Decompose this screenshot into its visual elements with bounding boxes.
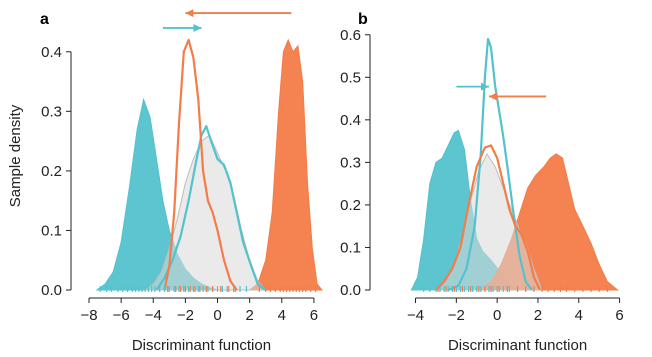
x-tick-label: −2 — [177, 307, 194, 324]
x-tick-label: 4 — [575, 307, 583, 324]
shift-arrowhead-orange — [488, 92, 497, 101]
density-filled-orange — [249, 38, 324, 291]
y-tick-label: 0.4 — [41, 44, 62, 61]
x-tick-label: 2 — [534, 307, 542, 324]
x-tick-label: 0 — [493, 307, 501, 324]
y-axis-label: Sample density — [7, 104, 24, 207]
x-tick-label: −4 — [407, 307, 424, 324]
x-axis-label: Discriminant function — [448, 337, 587, 354]
x-tick-label: −8 — [80, 307, 97, 324]
density-line-teal — [155, 125, 267, 291]
y-tick-label: 0.1 — [340, 239, 361, 256]
shift-arrowhead-teal — [193, 23, 202, 32]
y-tick-label: 0.6 — [340, 27, 361, 44]
x-tick-label: 6 — [310, 307, 318, 324]
panel-a: a 0.0 0.1 0.2 0.3 0.4 −8 −6 −4 −2 0 2 4 6 Discriminant… — [7, 9, 324, 354]
x-tick-label: −4 — [145, 307, 162, 324]
y-tick-label: 0.0 — [41, 282, 62, 299]
density-line-orange — [435, 144, 541, 291]
y-tick-label: 0.2 — [41, 163, 62, 180]
y-tick-label: 0.5 — [340, 69, 361, 86]
x-tick-label: −6 — [113, 307, 130, 324]
y-tick-label: 0.4 — [340, 112, 361, 129]
x-tick-label: 0 — [213, 307, 221, 324]
x-tick-label: 6 — [615, 307, 623, 324]
y-tick-label: 0.2 — [340, 197, 361, 214]
x-tick-label: −2 — [448, 307, 465, 324]
x-tick-label: 2 — [245, 307, 253, 324]
panel-b: b 0.0 0.1 0.2 0.3 0.4 0.5 0.6 −4 −2 0 2 4 6 Discrimina… — [340, 11, 624, 354]
shift-arrowhead-teal — [480, 82, 489, 91]
density-line-teal — [447, 37, 533, 292]
density-line-orange — [163, 38, 238, 291]
y-tick-label: 0.0 — [340, 282, 361, 299]
x-axis-label: Discriminant function — [132, 337, 271, 354]
y-tick-label: 0.3 — [41, 103, 62, 120]
panel-label: b — [358, 11, 368, 28]
y-tick-label: 0.3 — [340, 154, 361, 171]
y-tick-label: 0.1 — [41, 222, 62, 239]
panel-label: a — [40, 11, 49, 28]
shift-arrowhead-orange — [185, 9, 194, 18]
x-tick-label: 4 — [278, 307, 286, 324]
